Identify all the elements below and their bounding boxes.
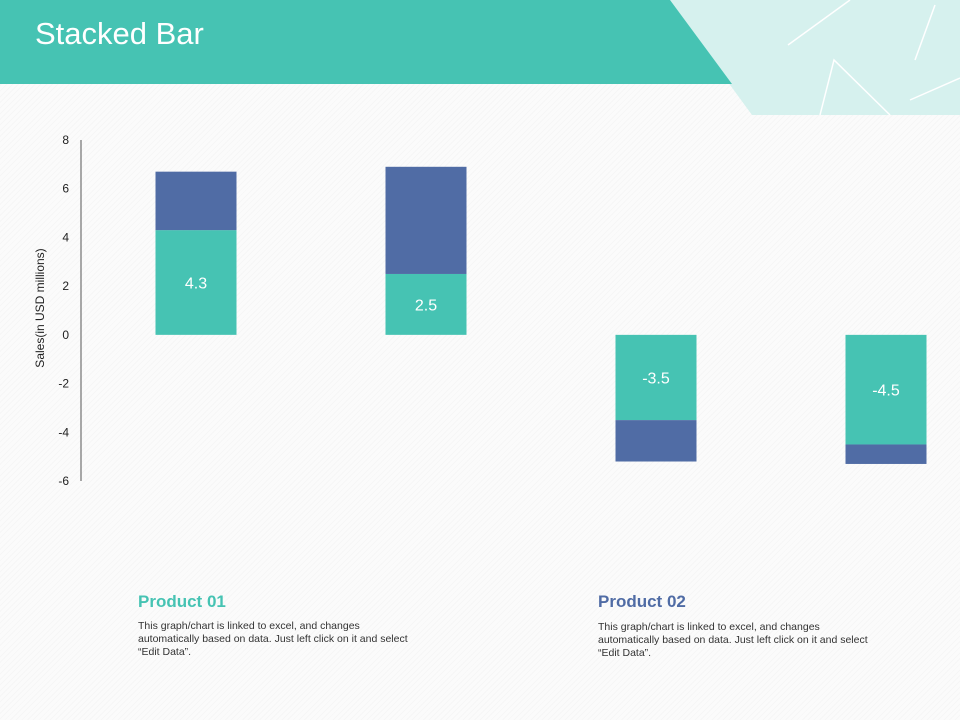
y-tick-label: -2 — [58, 377, 69, 391]
legend-title-product-01: Product 01 — [138, 592, 226, 611]
bar-1-segment-2 — [155, 171, 237, 231]
bar-1-segment-1 — [155, 230, 237, 335]
bar-2-segment-2 — [385, 166, 467, 274]
bar-3-segment-2 — [615, 420, 697, 462]
y-tick-label: 2 — [62, 279, 69, 293]
bar-2-segment-1 — [385, 273, 467, 335]
y-axis: 8 6 4 2 0 -2 -4 -6 — [58, 133, 82, 488]
slide-title: Stacked Bar — [35, 16, 204, 51]
bars: 4.3 2.5 -3.5 -4.5 — [155, 166, 927, 464]
header-decor-line — [819, 58, 891, 116]
stacked-bar-chart: 8 6 4 2 0 -2 -4 -6 4.3 2.5 -3.5 -4.5 Sales(in USD … — [33, 133, 927, 488]
data-label: -3.5 — [642, 370, 670, 387]
bar-3-segment-1 — [615, 334, 697, 421]
y-tick-label: 0 — [62, 328, 69, 342]
y-tick-label: 8 — [62, 133, 69, 147]
bar-4-segment-1 — [845, 334, 927, 445]
bar-4-segment-2 — [845, 444, 927, 464]
header-decor-line — [787, 0, 851, 46]
header-teal-band — [0, 0, 732, 84]
legend-description-product-02: This graph/chart is linked to excel, and… — [598, 621, 868, 659]
data-label: -4.5 — [872, 383, 900, 400]
header-light-shape — [668, 0, 960, 115]
legend-description-product-01: This graph/chart is linked to excel, and… — [138, 620, 408, 658]
y-tick-label: -6 — [58, 474, 69, 488]
y-axis-label: Sales(in USD millions) — [33, 248, 47, 367]
y-tick-label: 6 — [62, 182, 69, 196]
y-tick-label: 4 — [62, 230, 69, 244]
header-banner — [0, 0, 960, 116]
y-tick-label: -4 — [58, 425, 69, 439]
data-label: 4.3 — [185, 275, 207, 292]
header-decor-line — [914, 4, 936, 61]
data-label: 2.5 — [415, 297, 437, 314]
header-decor-line — [909, 77, 960, 101]
legend-title-product-02: Product 02 — [598, 592, 686, 611]
